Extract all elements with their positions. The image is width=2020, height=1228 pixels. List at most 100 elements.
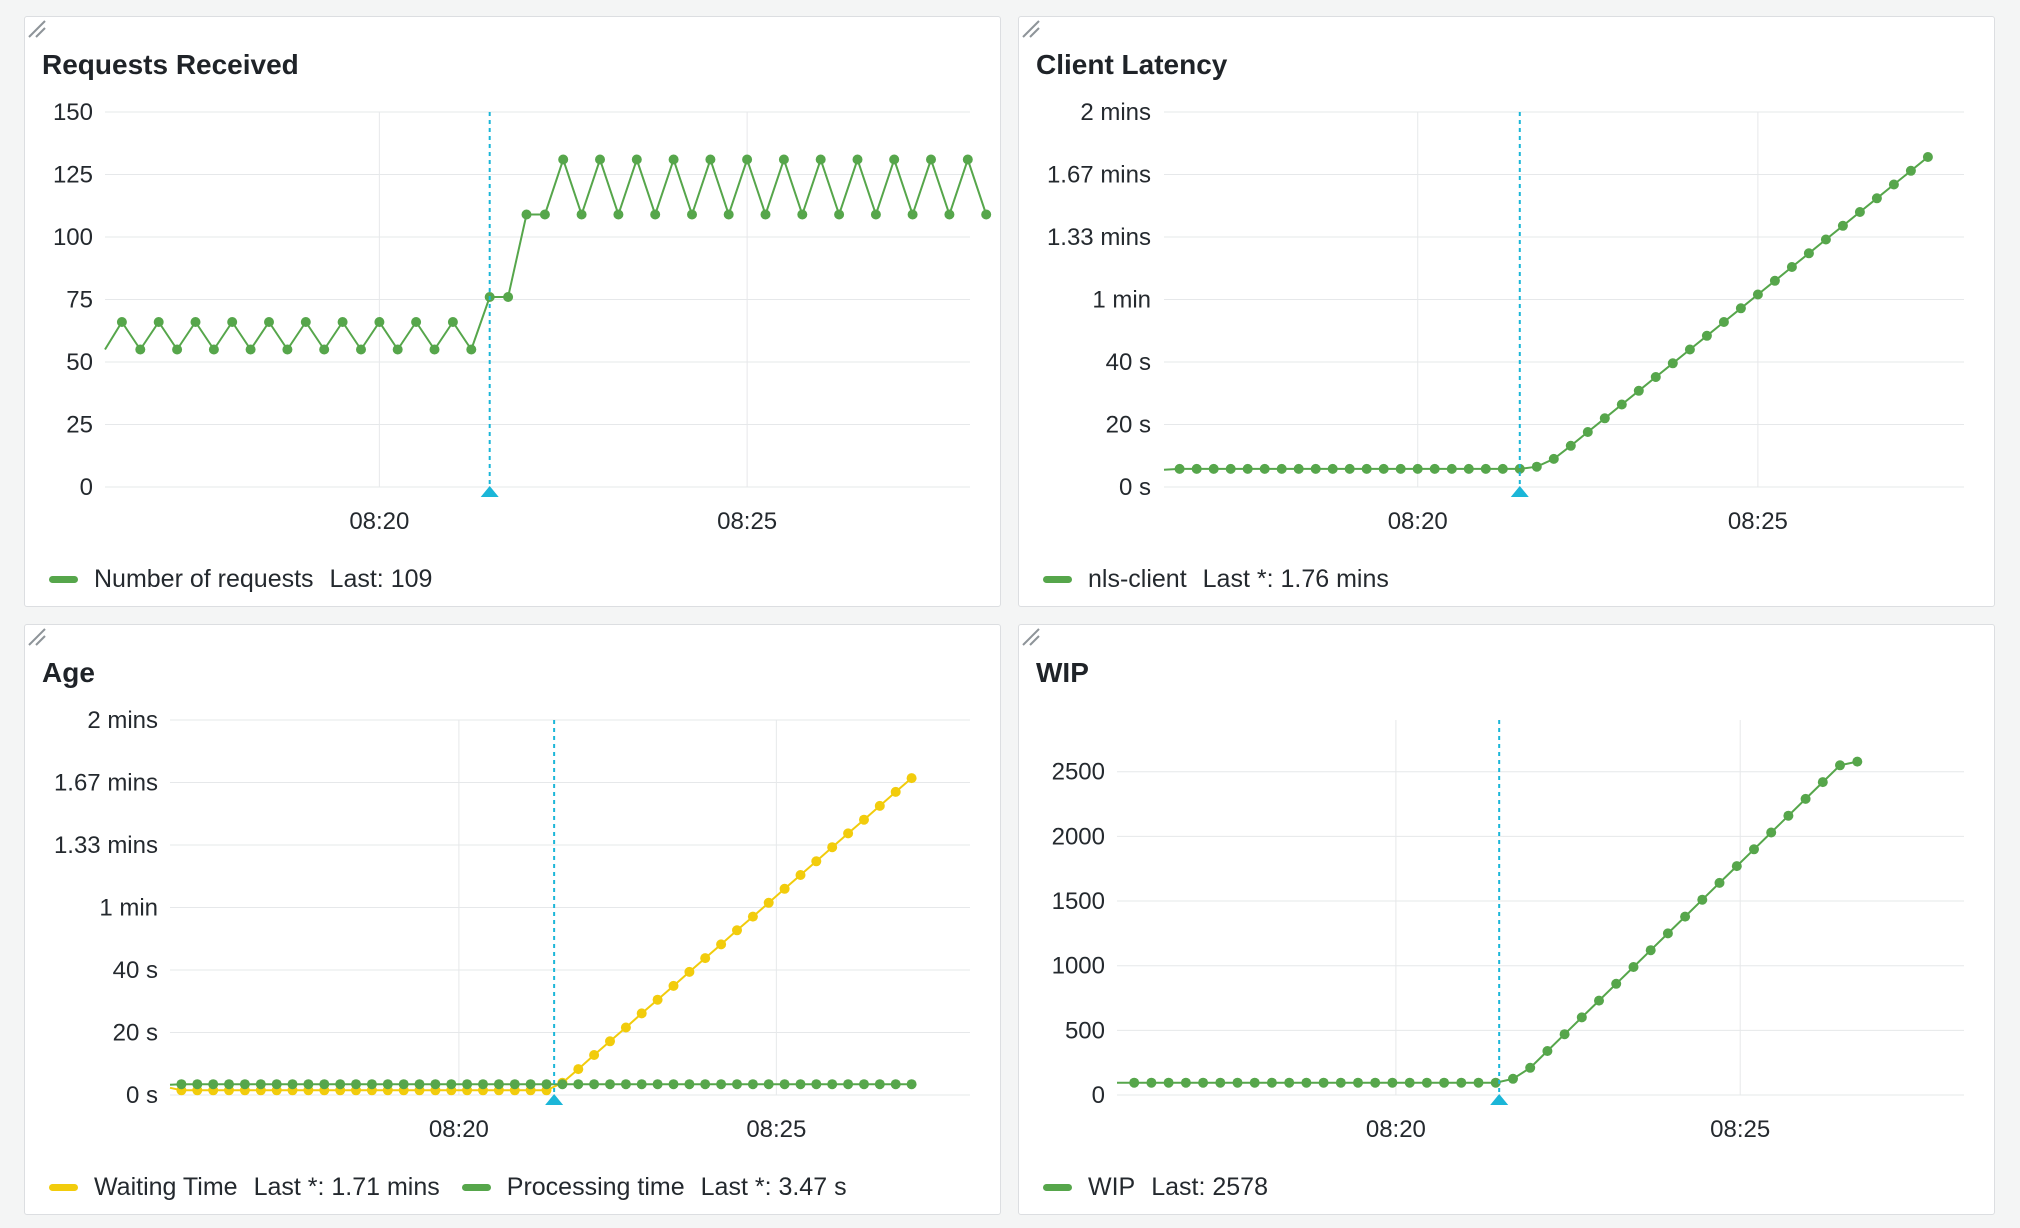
x-tick-label: 08:20 [349,508,409,535]
data-point [668,154,679,165]
data-point [815,154,826,165]
data-point [190,317,201,327]
legend-swatch [49,1184,78,1191]
legend-item-waiting-time[interactable]: Waiting Time Last *: 1.71 mins [49,1173,440,1202]
data-point [1803,248,1814,259]
data-point [1129,1077,1140,1088]
data-point [1684,344,1695,355]
data-point [811,856,822,867]
resize-handle-icon[interactable] [25,17,47,39]
data-point [1616,399,1627,410]
data-point [1576,1012,1587,1023]
data-point [1429,463,1440,474]
y-tick-label: 1000 [1052,953,1105,980]
data-point [1783,810,1794,821]
data-point [282,344,293,355]
data-point [1276,463,1287,474]
data-point [1456,1077,1467,1088]
annotation-marker-icon [545,1094,564,1105]
legend-last-value: Last *: 3.47 s [700,1173,847,1201]
data-point [1837,220,1848,231]
y-tick-label: 100 [53,224,93,251]
data-point [723,209,734,220]
data-point [652,1079,663,1090]
data-point [1852,756,1863,767]
data-point [1310,463,1321,474]
data-point [1395,463,1406,474]
panel-title[interactable]: Client Latency [1036,49,1228,80]
data-point [926,154,936,165]
data-point [1820,234,1831,245]
y-tick-label: 1.33 mins [1047,224,1151,251]
legend-item-wip[interactable]: WIP Last: 2578 [1043,1173,1268,1202]
data-point [827,1079,838,1090]
data-point [1871,193,1882,204]
panel-title[interactable]: WIP [1036,657,1089,688]
legend: Number of requests Last: 109 [49,565,454,594]
data-point [705,154,716,165]
legend: WIP Last: 2578 [1043,1173,1290,1202]
series-line [104,156,988,352]
data-point [779,1079,790,1090]
data-point [1633,385,1644,396]
data-point [478,1079,488,1090]
data-point [906,773,917,784]
panel-title[interactable]: Requests Received [42,49,299,80]
data-point [859,814,869,825]
legend: nls-client Last *: 1.76 mins [1043,565,1411,594]
legend-item-number-of-requests[interactable]: Number of requests Last: 109 [49,565,432,594]
data-point [778,154,789,165]
data-point [1318,1077,1329,1088]
data-point [557,1079,568,1090]
resize-handle-icon[interactable] [25,625,47,647]
data-point [1174,463,1185,474]
legend-swatch [49,576,78,583]
data-point [1180,1077,1191,1088]
data-point [1531,461,1542,472]
data-point [1463,463,1474,474]
data-point [852,154,863,165]
data-point [239,1079,250,1090]
data-point [392,344,403,355]
panel-title[interactable]: Age [42,657,95,688]
data-point [636,1079,647,1090]
client-latency-chart: 0 s 20 s 40 s 1 min 1.33 mins 1.67 mins 2 mins… [1047,99,1964,535]
age-chart: 0 s 20 s 40 s 1 min 1.33 mins 1.67 mins 2 mins… [54,707,970,1143]
legend-item-nls-client[interactable]: nls-client Last *: 1.76 mins [1043,565,1389,594]
data-point [1208,463,1219,474]
data-point [1735,303,1746,314]
y-tick-label: 40 s [113,957,158,984]
data-point [605,1079,615,1090]
legend: Waiting Time Last *: 1.71 mins Processin… [49,1173,869,1202]
data-point [558,154,569,165]
data-point [351,1079,361,1090]
data-point [176,1079,187,1090]
data-point [700,953,711,964]
data-point [1344,463,1355,474]
data-point [1800,793,1811,804]
x-tick-label: 08:25 [1728,508,1788,535]
legend-swatch [461,1184,491,1191]
data-point [1412,463,1423,474]
data-point [1370,1077,1381,1088]
resize-handle-icon[interactable] [1019,17,1041,39]
data-point [1854,207,1865,217]
y-tick-label: 1 min [1092,287,1151,314]
legend-swatch [1043,1184,1072,1191]
data-point [1163,1077,1174,1088]
data-point [595,154,605,165]
data-point [716,939,727,950]
data-point [889,154,900,165]
data-point [287,1079,298,1090]
data-point [255,1079,266,1090]
data-point [779,883,790,894]
data-point [541,1079,552,1090]
legend-series-name: Number of requests [94,565,314,593]
resize-handle-icon[interactable] [1019,625,1041,647]
legend-item-processing-time[interactable]: Processing time Last *: 3.47 s [461,1173,847,1202]
data-point [1232,1077,1243,1088]
data-point [319,344,330,355]
data-point [1749,844,1759,855]
data-point [462,1079,473,1090]
data-point [429,344,440,355]
